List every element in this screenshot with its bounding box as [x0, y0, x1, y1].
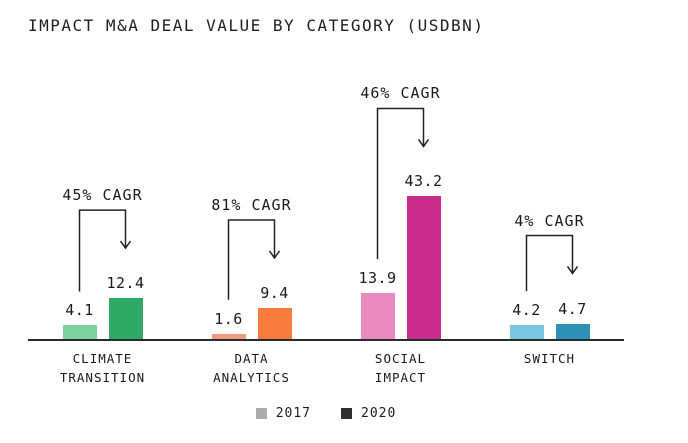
- cagr-arrow-icon: [376, 107, 430, 260]
- legend-item-2017: 2017: [255, 405, 311, 421]
- category-label: SOCIAL IMPACT: [326, 350, 475, 388]
- cagr-arrow-icon: [227, 219, 281, 300]
- legend-swatch-2017: [255, 407, 267, 419]
- cagr-label: 46% CAGR: [360, 84, 441, 103]
- bar-2017: [509, 325, 544, 339]
- value-label-2020: 9.4: [260, 283, 289, 302]
- category-label-text: CLIMATE TRANSITION: [59, 351, 146, 385]
- bar-2017: [62, 325, 97, 339]
- cagr-label: 45% CAGR: [62, 186, 143, 205]
- value-label-2017: 1.6: [214, 309, 243, 328]
- category-label-text: SWITCH: [523, 351, 576, 366]
- bar-group: 45% CAGR 4.1 12.4: [28, 79, 177, 339]
- value-label-2020: 12.4: [106, 274, 145, 293]
- bar-group: 81% CAGR 1.6 9.4: [177, 79, 326, 339]
- bar-group: 4% CAGR 4.2 4.7: [475, 79, 624, 339]
- value-label-2020: 4.7: [558, 299, 587, 318]
- value-label-2020: 43.2: [404, 172, 443, 191]
- category-axis-labels: CLIMATE TRANSITION DATA ANALYTICS SOCIAL I…: [28, 350, 624, 388]
- category-label: DATA ANALYTICS: [177, 350, 326, 388]
- value-label-2017: 4.2: [512, 301, 541, 320]
- category-label: SWITCH: [475, 350, 624, 388]
- legend-label-2020: 2020: [361, 405, 397, 421]
- plot-area: 45% CAGR 4.1 12.4 81% CAGR 1.6 9.4 46% CAGR 13.…: [28, 79, 624, 341]
- legend: 2017 2020: [28, 406, 624, 421]
- value-label-2017: 4.1: [65, 301, 94, 320]
- value-label-2017: 13.9: [358, 269, 397, 288]
- bar-2020: [257, 307, 292, 339]
- category-label: CLIMATE TRANSITION: [28, 350, 177, 388]
- chart-title: IMPACT M&A DEAL VALUE BY CATEGORY (USDBN…: [28, 16, 485, 35]
- legend-item-2020: 2020: [341, 406, 396, 421]
- bar-2017: [211, 333, 246, 339]
- bar-2020: [108, 298, 143, 339]
- cagr-label: 4% CAGR: [514, 211, 585, 230]
- bar-2017: [360, 293, 395, 339]
- category-label-text: DATA ANALYTICS: [213, 351, 290, 385]
- category-label-text: SOCIAL IMPACT: [374, 351, 427, 385]
- legend-label-2017: 2017: [275, 405, 311, 421]
- cagr-label: 81% CAGR: [211, 195, 292, 214]
- x-axis-line: [28, 339, 624, 341]
- bar-group: 46% CAGR 13.9 43.2: [326, 79, 475, 339]
- cagr-arrow-icon: [78, 209, 132, 292]
- bar-2020: [406, 196, 441, 339]
- cagr-arrow-icon: [525, 234, 579, 292]
- bar-2020: [555, 323, 590, 339]
- legend-swatch-2020: [341, 407, 352, 419]
